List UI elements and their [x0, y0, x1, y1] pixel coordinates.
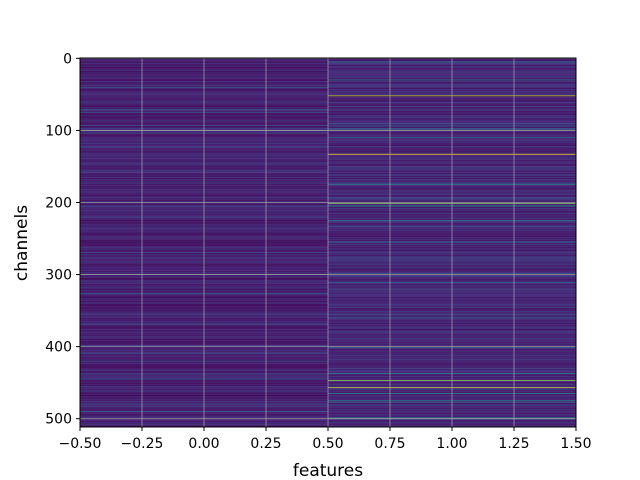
x-tick-label: 0.50 — [312, 436, 343, 452]
x-tick-label: 0.25 — [250, 436, 281, 452]
x-tick-label: 0.00 — [188, 436, 219, 452]
y-axis-ticks: 0 100 200 300 400 500 — [45, 51, 80, 428]
x-tick-label: 1.50 — [560, 436, 591, 452]
y-tick-label: 100 — [45, 123, 72, 139]
x-tick-label: 1.25 — [498, 436, 529, 452]
y-axis-label: channels — [12, 205, 32, 281]
x-axis-ticks: −0.50 −0.25 0.00 0.25 0.50 0.75 1.00 1.25 1.50 — [59, 427, 592, 452]
y-tick-label: 200 — [45, 196, 72, 212]
x-tick-label: 0.75 — [374, 436, 405, 452]
y-tick-label: 400 — [45, 340, 72, 356]
y-tick-label: 500 — [45, 412, 72, 428]
y-tick-label: 300 — [45, 268, 72, 284]
x-tick-label: −0.25 — [121, 436, 164, 452]
y-tick-label: 0 — [63, 51, 72, 67]
x-tick-label: 1.00 — [436, 436, 467, 452]
x-tick-label: −0.50 — [59, 436, 102, 452]
x-axis-label: features — [293, 461, 363, 480]
